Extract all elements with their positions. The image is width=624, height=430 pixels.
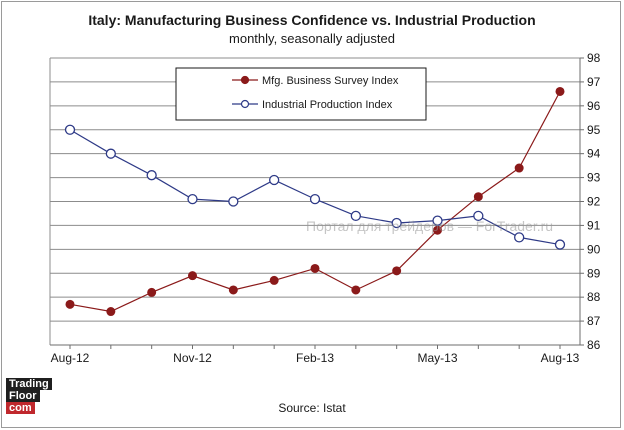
logo-line-3: com: [6, 402, 35, 414]
series-1-point: [514, 163, 524, 173]
logo-line-1: Trading: [6, 378, 52, 390]
x-tick-label: Aug-13: [541, 351, 580, 365]
series-2-point: [309, 193, 321, 205]
chart-title: Italy: Manufacturing Business Confidence…: [88, 12, 536, 28]
series-2-point: [554, 239, 566, 250]
series-1-point: [106, 307, 116, 317]
series-2-point: [473, 210, 484, 222]
series-1-point: [351, 285, 361, 295]
series-1-point: [65, 299, 75, 309]
series-2-point: [228, 196, 239, 207]
legend-marker-2: [240, 99, 250, 109]
series-2-point: [105, 148, 116, 159]
series-1-point: [228, 285, 238, 295]
legend-label-2: Industrial Production Index: [262, 99, 393, 111]
series-2-point: [514, 232, 525, 243]
y-tick-label: 94: [587, 147, 601, 161]
watermark-text: Портал для трейдеров — ForTrader.ru: [306, 218, 554, 234]
y-tick-label: 86: [587, 338, 601, 352]
series-2-point: [64, 124, 76, 135]
y-tick-label: 97: [587, 75, 601, 89]
y-tick-label: 88: [587, 290, 601, 304]
legend-marker-1: [240, 75, 250, 85]
y-tick-label: 98: [587, 51, 601, 65]
series-1-point: [392, 266, 402, 276]
legend-box: [175, 67, 427, 121]
series-2-point: [187, 193, 198, 205]
chart-subtitle: monthly, seasonally adjusted: [229, 31, 395, 46]
series-2-point: [391, 217, 402, 229]
y-tick-label: 95: [587, 123, 601, 137]
series-1-point: [555, 86, 565, 96]
series-1-point: [269, 275, 279, 285]
series-2-point: [146, 170, 157, 181]
x-tick-label: Feb-13: [296, 351, 334, 365]
y-tick-label: 92: [587, 195, 601, 209]
x-tick-label: May-13: [417, 351, 457, 365]
x-tick-label: Nov-12: [173, 351, 212, 365]
source-note: Source: Istat: [278, 401, 346, 415]
legend-label-1: Mfg. Business Survey Index: [262, 75, 399, 87]
series-2-point: [432, 215, 443, 226]
series-2-point: [350, 210, 361, 222]
series-1-point: [188, 271, 197, 281]
y-tick-label: 87: [587, 314, 601, 328]
series-1-point: [147, 287, 157, 297]
y-tick-label: 93: [587, 171, 601, 185]
y-tick-label: 96: [587, 99, 601, 113]
y-tick-label: 89: [587, 266, 601, 280]
series-1-point: [473, 192, 483, 202]
tradingfloor-logo: Trading Floor com: [6, 378, 54, 414]
series-1-point: [433, 225, 442, 235]
series-2-point: [269, 174, 280, 186]
logo-line-2: Floor: [6, 390, 40, 402]
series-1-point: [310, 263, 320, 273]
y-tick-label: 91: [587, 218, 601, 232]
x-tick-label: Aug-12: [51, 351, 90, 365]
y-tick-label: 90: [587, 242, 601, 256]
